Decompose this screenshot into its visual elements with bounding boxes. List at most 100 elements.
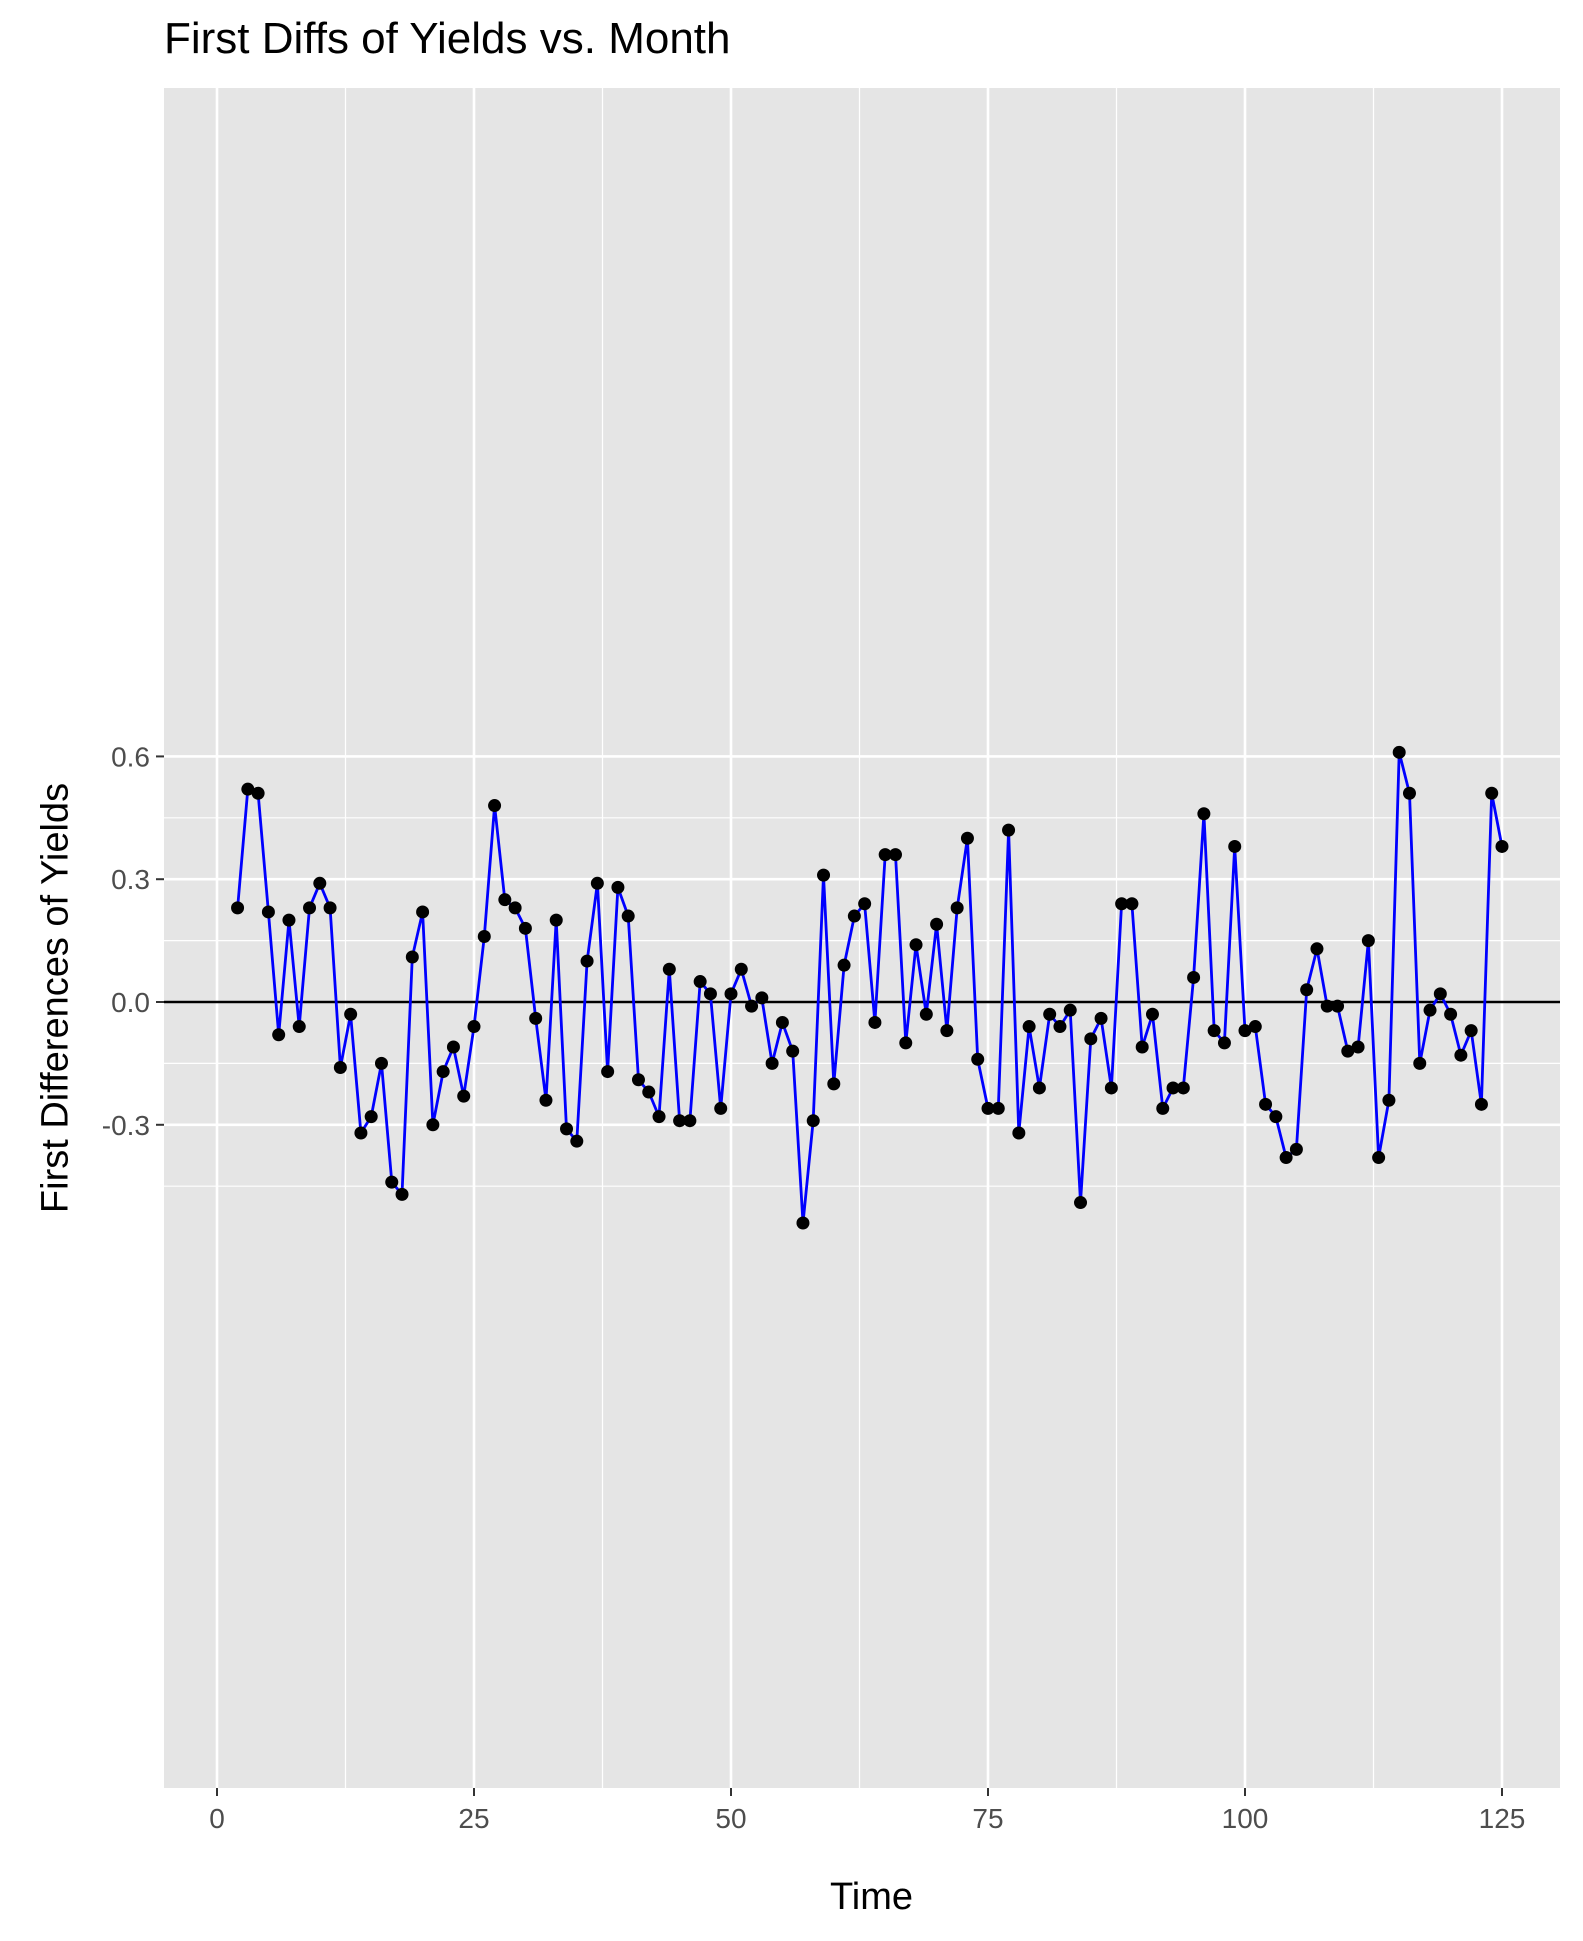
data-point: [971, 1052, 985, 1066]
data-point: [703, 987, 717, 1001]
data-point: [1248, 1020, 1262, 1034]
data-point: [590, 876, 604, 890]
data-point: [1413, 1056, 1427, 1070]
data-point: [1279, 1151, 1293, 1165]
data-point: [231, 901, 245, 915]
data-point: [1351, 1040, 1365, 1054]
data-point: [1454, 1048, 1468, 1062]
data-point: [580, 954, 594, 968]
data-point: [1485, 786, 1499, 800]
data-point: [354, 1126, 368, 1140]
data-point: [642, 1085, 656, 1099]
data-point: [1115, 897, 1129, 911]
data-point: [1269, 1110, 1283, 1124]
data-point: [1043, 1007, 1057, 1021]
data-point: [1125, 897, 1139, 911]
data-point: [1238, 1024, 1252, 1038]
data-point: [560, 1122, 574, 1136]
data-point: [662, 962, 676, 976]
data-point: [333, 1060, 347, 1074]
x-tick-label: 75: [972, 1803, 1003, 1834]
data-point: [1341, 1044, 1355, 1058]
data-point: [837, 958, 851, 972]
plot-panel: [164, 88, 1560, 1788]
data-point: [806, 1114, 820, 1128]
data-point: [1464, 1024, 1478, 1038]
data-point: [1084, 1032, 1098, 1046]
data-point: [261, 905, 275, 919]
data-point: [714, 1101, 728, 1115]
data-point: [1423, 1003, 1437, 1017]
x-tick-label: 50: [715, 1803, 746, 1834]
data-point: [508, 901, 522, 915]
data-point: [1474, 1097, 1488, 1111]
data-point: [385, 1175, 399, 1189]
data-point: [529, 1011, 543, 1025]
data-point: [981, 1101, 995, 1115]
data-point: [1063, 1003, 1077, 1017]
data-point: [765, 1056, 779, 1070]
data-point: [1074, 1196, 1088, 1210]
data-point: [950, 901, 964, 915]
data-point: [724, 987, 738, 1001]
x-tick-label: 100: [1222, 1803, 1269, 1834]
data-point: [868, 1015, 882, 1029]
data-point: [374, 1056, 388, 1070]
data-point: [1361, 934, 1375, 948]
data-point: [436, 1065, 450, 1079]
data-point: [282, 913, 296, 927]
data-point: [1320, 999, 1334, 1013]
data-point: [847, 909, 861, 923]
data-point: [796, 1216, 810, 1230]
data-point: [498, 893, 512, 907]
data-point: [1310, 942, 1324, 956]
data-point: [549, 913, 563, 927]
data-point: [539, 1093, 553, 1107]
data-point: [1289, 1142, 1303, 1156]
data-point: [1135, 1040, 1149, 1054]
data-point: [673, 1114, 687, 1128]
data-point: [488, 799, 502, 813]
data-point: [1022, 1020, 1036, 1034]
data-point: [1053, 1020, 1067, 1034]
data-point: [313, 876, 327, 890]
data-point: [272, 1028, 286, 1042]
y-tick-label: 0.0: [111, 987, 150, 1018]
data-point: [878, 848, 892, 862]
data-point: [1197, 807, 1211, 821]
data-point: [1444, 1007, 1458, 1021]
data-point: [631, 1073, 645, 1087]
data-point: [888, 848, 902, 862]
data-point: [1382, 1093, 1396, 1107]
data-point: [1032, 1081, 1046, 1095]
chart-title: First Diffs of Yields vs. Month: [164, 14, 731, 63]
data-point: [1228, 839, 1242, 853]
data-point: [991, 1101, 1005, 1115]
data-point: [405, 950, 419, 964]
data-point: [446, 1040, 460, 1054]
data-point: [775, 1015, 789, 1029]
data-point: [477, 930, 491, 944]
data-point: [426, 1118, 440, 1132]
data-point: [364, 1110, 378, 1124]
x-tick-label: 125: [1479, 1803, 1526, 1834]
data-point: [745, 999, 759, 1013]
data-point: [518, 921, 532, 935]
data-point: [1166, 1081, 1180, 1095]
y-tick-label: -0.3: [102, 1110, 150, 1141]
y-tick-label: 0.6: [111, 741, 150, 772]
data-point: [1104, 1081, 1118, 1095]
data-point: [899, 1036, 913, 1050]
data-point: [1402, 786, 1416, 800]
data-point: [611, 880, 625, 894]
data-point: [755, 991, 769, 1005]
data-point: [241, 782, 255, 796]
data-point: [251, 786, 265, 800]
data-point: [1094, 1011, 1108, 1025]
data-point: [323, 901, 337, 915]
data-point: [1392, 745, 1406, 759]
x-axis-label: Time: [829, 1876, 914, 1918]
series-line: [236, 750, 1504, 1225]
data-point: [457, 1089, 471, 1103]
